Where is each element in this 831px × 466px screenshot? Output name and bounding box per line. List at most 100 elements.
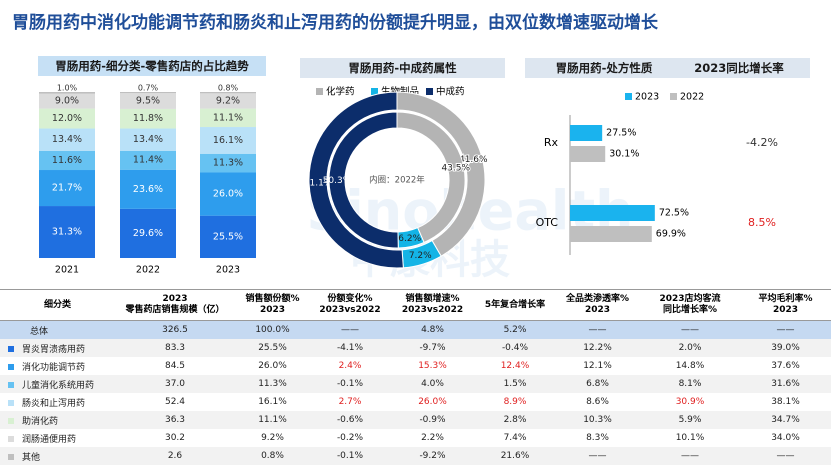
table-cell: 消化功能调节药: [0, 357, 115, 375]
cell-text: ——: [681, 325, 699, 335]
table-cell: 14.8%: [640, 357, 740, 375]
cell-text: 10.3%: [583, 415, 612, 425]
row-marker: [8, 400, 14, 406]
table-cell: ——: [640, 321, 740, 340]
bar-segment: [39, 150, 95, 171]
cell-text: 2.7%: [338, 397, 362, 407]
growth-title: 2023同比增长率: [694, 61, 784, 75]
table-cell: 84.5: [115, 357, 235, 375]
bar-segment: [200, 108, 256, 128]
data-label: 0.8%: [218, 84, 239, 93]
column-header: 销售额增速% 2023vs2022: [390, 289, 475, 321]
table-cell: 25.5%: [235, 339, 310, 357]
table-cell: 1.5%: [475, 375, 555, 393]
table-cell: ——: [555, 447, 640, 465]
table-cell: 37.0: [115, 375, 235, 393]
chart-title-box: 胃肠用药-处方性质 2023同比增长率: [525, 58, 810, 78]
table-cell: 52.4: [115, 393, 235, 411]
cell-text: -0.2%: [336, 433, 364, 443]
column-header: 份额变化% 2023vs2022: [310, 289, 390, 321]
cell-text: ——: [681, 451, 699, 461]
table-cell: 30.2: [115, 429, 235, 447]
cell-text: 15.3%: [418, 361, 447, 371]
bar-segment: [39, 128, 95, 151]
table-cell: 肠炎和止泻用药: [0, 393, 115, 411]
table-cell: 助消化药: [0, 411, 115, 429]
table-cell: 2.6: [115, 447, 235, 465]
column-header: 5年复合增长率: [475, 289, 555, 321]
cell-text: 26.0%: [258, 361, 287, 371]
table-cell: ——: [310, 321, 390, 340]
row-marker: [8, 364, 14, 370]
cell-text: 83.3: [164, 343, 186, 353]
bar-segment: [200, 92, 256, 94]
data-label: 25.5%: [213, 231, 243, 242]
data-label: 11.8%: [133, 113, 163, 124]
cell-text: 12.2%: [583, 343, 612, 353]
table-cell: 2.7%: [310, 393, 390, 411]
table-cell: 儿童消化系统用药: [0, 375, 115, 393]
table-cell: 100.0%: [235, 321, 310, 340]
cell-text: 助消化药: [22, 416, 59, 427]
table-row: 儿童消化系统用药 37.0 11.3% -0.1% 4.0% 1.5% 6.8% 8.1% 31…: [0, 375, 831, 393]
bar-segment: [39, 170, 95, 207]
cell-text: ——: [341, 325, 359, 335]
bar-segment: [200, 153, 256, 173]
growth-label: -4.2%: [746, 136, 778, 149]
cell-text: -0.1%: [336, 451, 364, 461]
bar-segment: [120, 169, 176, 209]
data-label: 23.6%: [133, 184, 163, 195]
cell-text: -9.2%: [419, 451, 446, 461]
row-marker: [8, 382, 14, 388]
cell-text: -0.9%: [419, 415, 446, 425]
data-label: 11.6%: [52, 155, 82, 166]
data-label: 27.5%: [606, 128, 636, 139]
legend-label: 中成药: [436, 86, 465, 98]
table-cell: -0.4%: [475, 339, 555, 357]
table-cell: 31.6%: [740, 375, 831, 393]
legend-swatch: [426, 88, 433, 95]
table-body: 总体 326.5 100.0% —— 4.8% 5.2% —— —— —— 胃炎胃溃疡用药 83.3…: [0, 320, 831, 465]
bar-segment: [120, 108, 176, 129]
cell-text: 消化功能调节药: [22, 362, 86, 373]
cell-text: 11.1%: [258, 415, 287, 425]
donut-segment: [308, 91, 404, 269]
cell-text: 2.4%: [338, 361, 362, 371]
cell-text: 2.0%: [678, 343, 702, 353]
cell-text: 润肠通便用药: [22, 434, 77, 445]
table-cell: 2.0%: [640, 339, 740, 357]
x-tick-label: 2022: [136, 265, 160, 276]
table-cell: 4.8%: [390, 321, 475, 340]
cell-text: 30.9%: [675, 397, 705, 407]
cell-text: 34.0%: [771, 433, 800, 443]
cell-text: 8.9%: [503, 397, 527, 407]
bar-segment: [200, 93, 256, 109]
cell-text: 2.2%: [421, 433, 444, 443]
table-cell: 其他: [0, 447, 115, 465]
legend-label: 化学药: [326, 86, 355, 98]
table-cell: 12.1%: [555, 357, 640, 375]
table-cell: ——: [740, 321, 831, 340]
cell-text: 4.0%: [421, 379, 444, 389]
main-title: 胃肠用药中消化功能调节药和肠炎和止泻用药的份额提升明显，由双位数增速驱动增长: [12, 13, 658, 33]
legend-swatch: [625, 93, 632, 100]
bar: [570, 146, 606, 162]
cell-text: 肠炎和止泻用药: [22, 398, 86, 409]
table-cell: 26.0%: [235, 357, 310, 375]
table-cell: 11.1%: [235, 411, 310, 429]
cell-text: 6.8%: [586, 379, 609, 389]
table-row: 其他 2.6 0.8% -0.1% -9.2% 21.6% —— —— ——: [0, 447, 831, 465]
data-label: 30.1%: [609, 149, 639, 160]
table-cell: ——: [640, 447, 740, 465]
bar-segment: [39, 93, 95, 109]
table-row: 润肠通便用药 30.2 9.2% -0.2% 2.2% 7.4% 8.3% 10.1% 34.0…: [0, 429, 831, 447]
cell-text: 5.2%: [503, 325, 527, 335]
table-cell: 326.5: [115, 321, 235, 340]
cell-text: 12.1%: [583, 361, 612, 371]
legend-swatch: [371, 88, 378, 95]
table-cell: 2.2%: [390, 429, 475, 447]
cell-text: 5.9%: [678, 415, 702, 425]
column-header: 全品类渗透率% 2023: [555, 289, 640, 321]
column-header: 2023 零售药店销售规模（亿）: [115, 289, 235, 321]
cell-text: 7.4%: [503, 433, 527, 443]
